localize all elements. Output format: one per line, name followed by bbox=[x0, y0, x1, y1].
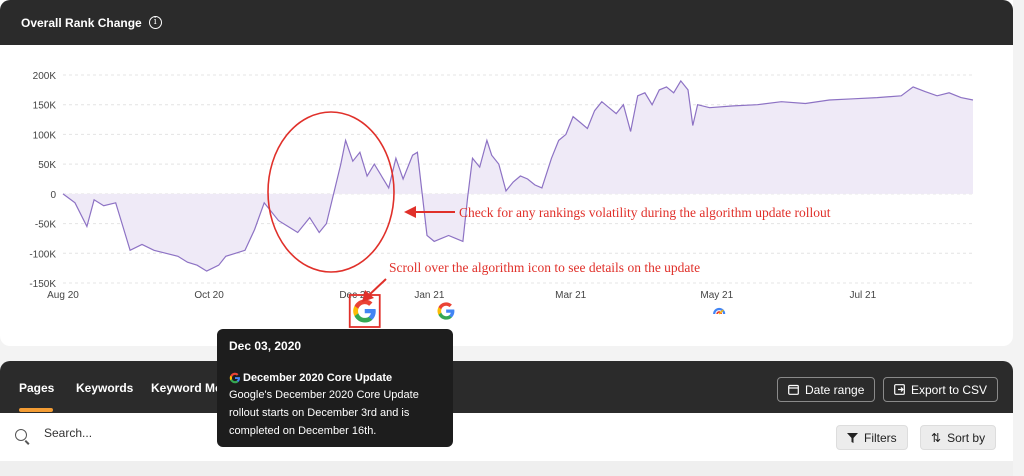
y-tick-label: -100K bbox=[29, 249, 56, 260]
export-csv-button[interactable]: Export to CSV bbox=[883, 377, 999, 402]
tooltip-body: Google's December 2020 Core Update rollo… bbox=[229, 389, 419, 437]
y-tick-label: 150K bbox=[33, 101, 57, 112]
tooltip-title: December 2020 Core Update bbox=[243, 372, 393, 384]
search-row: Filters ⇅ Sort by bbox=[0, 413, 1013, 461]
x-tick-label: Jan 21 bbox=[414, 290, 444, 301]
x-tick-label: Mar 21 bbox=[555, 290, 587, 301]
y-tick-label: -50K bbox=[35, 220, 56, 231]
annotation-volatility: Check for any rankings volatility during… bbox=[459, 205, 831, 220]
rank-line bbox=[62, 79, 974, 272]
tab-keywords[interactable]: Keywords bbox=[76, 381, 134, 395]
highlight-ellipse bbox=[267, 111, 395, 273]
tab-keyword-movement[interactable]: Keyword Mo bbox=[151, 381, 223, 395]
export-label: Export to CSV bbox=[911, 382, 988, 397]
x-tick-label: Oct 20 bbox=[194, 290, 224, 301]
sort-label: Sort by bbox=[947, 430, 986, 445]
sort-icon: ⇅ bbox=[931, 430, 942, 445]
google-icon[interactable] bbox=[353, 299, 376, 323]
x-tick-label: Aug 20 bbox=[47, 290, 79, 301]
y-tick-label: 100K bbox=[33, 130, 57, 141]
update-icon[interactable] bbox=[713, 307, 726, 315]
tab-pages[interactable]: Pages bbox=[19, 381, 55, 395]
google-icon[interactable] bbox=[437, 302, 455, 320]
tabs-bar: Pages Keywords Keyword Mo Date range Exp… bbox=[0, 361, 1013, 413]
y-tick-label: 200K bbox=[33, 71, 57, 82]
pages-panel: Pages Keywords Keyword Mo Date range Exp… bbox=[0, 361, 1013, 476]
calendar-icon bbox=[788, 384, 799, 395]
date-range-label: Date range bbox=[805, 382, 865, 397]
tooltip-title-row: December 2020 Core Update bbox=[229, 372, 441, 384]
x-tick-label: Jul 21 bbox=[849, 290, 876, 301]
filters-label: Filters bbox=[864, 430, 897, 445]
card-header: Overall Rank Change i bbox=[0, 0, 1013, 45]
search-icon bbox=[15, 429, 27, 441]
sort-by-button[interactable]: ⇅ Sort by bbox=[920, 425, 997, 450]
export-icon bbox=[894, 384, 905, 395]
annotation-scroll: Scroll over the algorithm icon to see de… bbox=[389, 260, 700, 275]
y-tick-label: 0 bbox=[50, 190, 56, 201]
info-icon[interactable]: i bbox=[148, 16, 162, 29]
tooltip-date: Dec 03, 2020 bbox=[229, 339, 302, 353]
rank-change-chart: 200K 150K 100K 50K 0 -50K -100K -150K Aug 20 Oct… bbox=[29, 71, 974, 328]
card-title: Overall Rank Change bbox=[21, 15, 142, 30]
rank-area-fill bbox=[63, 80, 973, 272]
y-tick-label: 50K bbox=[38, 160, 56, 171]
filter-icon bbox=[847, 432, 858, 443]
y-tick-label: -150K bbox=[29, 279, 56, 290]
update-tooltip: Dec 03, 2020 December 2020 Core Update G… bbox=[217, 329, 453, 447]
google-icon bbox=[229, 372, 240, 384]
x-tick-label: May 21 bbox=[700, 290, 733, 301]
filters-button[interactable]: Filters bbox=[836, 425, 908, 450]
active-tab-indicator bbox=[19, 408, 53, 412]
table-header bbox=[0, 461, 1013, 476]
date-range-button[interactable]: Date range bbox=[777, 377, 876, 402]
